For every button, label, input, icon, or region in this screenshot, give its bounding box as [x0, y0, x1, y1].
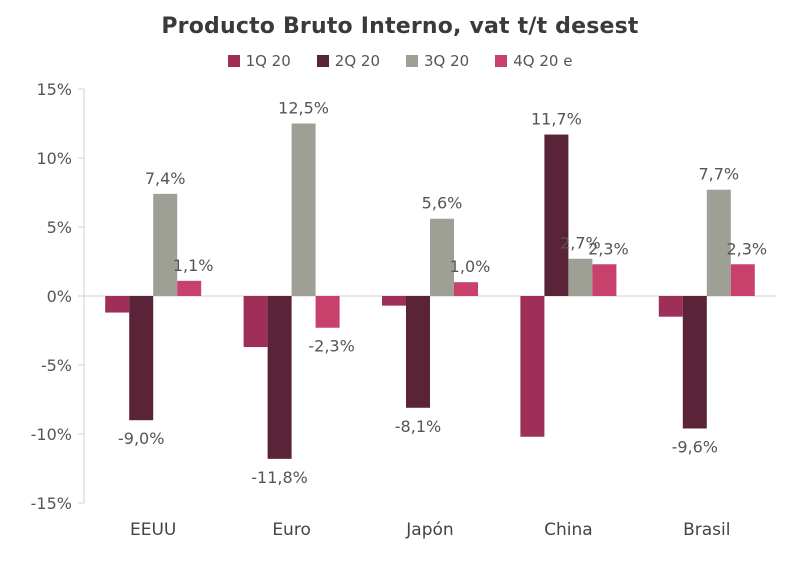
chart-title: Producto Bruto Interno, vat t/t desest	[161, 14, 639, 39]
bar	[682, 296, 707, 429]
data-label: 12,5%	[278, 99, 329, 118]
legend-label-3q20: 3Q 20	[424, 52, 470, 70]
bar	[706, 189, 731, 296]
bar	[177, 280, 202, 296]
legend-swatch-2q20	[316, 55, 329, 67]
data-label: 1,1%	[173, 256, 214, 275]
bar	[291, 123, 316, 296]
data-label: 1,0%	[450, 257, 491, 276]
y-tick-label: -15%	[31, 494, 72, 513]
data-label: -8,1%	[395, 417, 441, 436]
data-label: -11,8%	[251, 468, 308, 487]
y-tick-label: 0%	[47, 287, 72, 306]
bar	[382, 296, 406, 306]
bar	[592, 264, 617, 296]
bar	[406, 296, 430, 408]
data-label: 2,3%	[588, 239, 629, 258]
data-label: 2,3%	[726, 239, 767, 258]
bar	[454, 282, 478, 296]
x-tick-label: Brasil	[683, 520, 730, 540]
legend-swatch-3q20	[406, 55, 418, 67]
bar	[568, 258, 593, 296]
bar	[315, 296, 340, 328]
bar	[153, 193, 178, 296]
data-label: 2,7%	[560, 234, 601, 253]
legend-label-4q20e: 4Q 20 e	[513, 52, 573, 70]
bar	[105, 296, 130, 313]
y-tick-label: -5%	[41, 356, 72, 375]
bar	[544, 134, 569, 296]
x-tick-label: China	[544, 520, 593, 540]
chart-legend: 1Q 20 2Q 20 3Q 20 4Q 20 e	[0, 52, 800, 70]
y-tick-label: 15%	[36, 80, 72, 99]
bar	[658, 296, 683, 317]
bar	[267, 296, 292, 459]
x-tick-label: Euro	[272, 520, 311, 540]
legend-label-1q20: 1Q 20	[245, 52, 291, 70]
bar	[730, 264, 755, 296]
legend-item-1q20: 1Q 20	[227, 52, 291, 70]
y-tick-label: 5%	[47, 218, 72, 237]
bar	[243, 296, 268, 348]
bar	[520, 296, 545, 437]
data-label: -9,6%	[672, 437, 718, 456]
legend-item-3q20: 3Q 20	[406, 52, 469, 70]
x-tick-label: EEUU	[130, 520, 176, 540]
legend-label-2q20: 2Q 20	[334, 52, 380, 70]
legend-swatch-1q20	[227, 55, 240, 67]
data-label: 7,4%	[145, 169, 186, 188]
legend-swatch-4q20e	[495, 55, 508, 67]
data-label: -9,0%	[118, 429, 164, 448]
legend-item-2q20: 2Q 20	[316, 52, 380, 70]
y-tick-label: 10%	[36, 149, 72, 168]
data-label: -2,3%	[308, 337, 354, 356]
data-label: 7,7%	[698, 165, 739, 184]
data-label: 5,6%	[422, 194, 463, 213]
bar	[430, 218, 454, 296]
x-tick-label: Japón	[405, 520, 453, 540]
y-tick-label: -10%	[31, 425, 72, 444]
bar	[129, 296, 154, 421]
data-label: 11,7%	[531, 110, 582, 129]
legend-item-4q20e: 4Q 20 e	[495, 52, 572, 70]
